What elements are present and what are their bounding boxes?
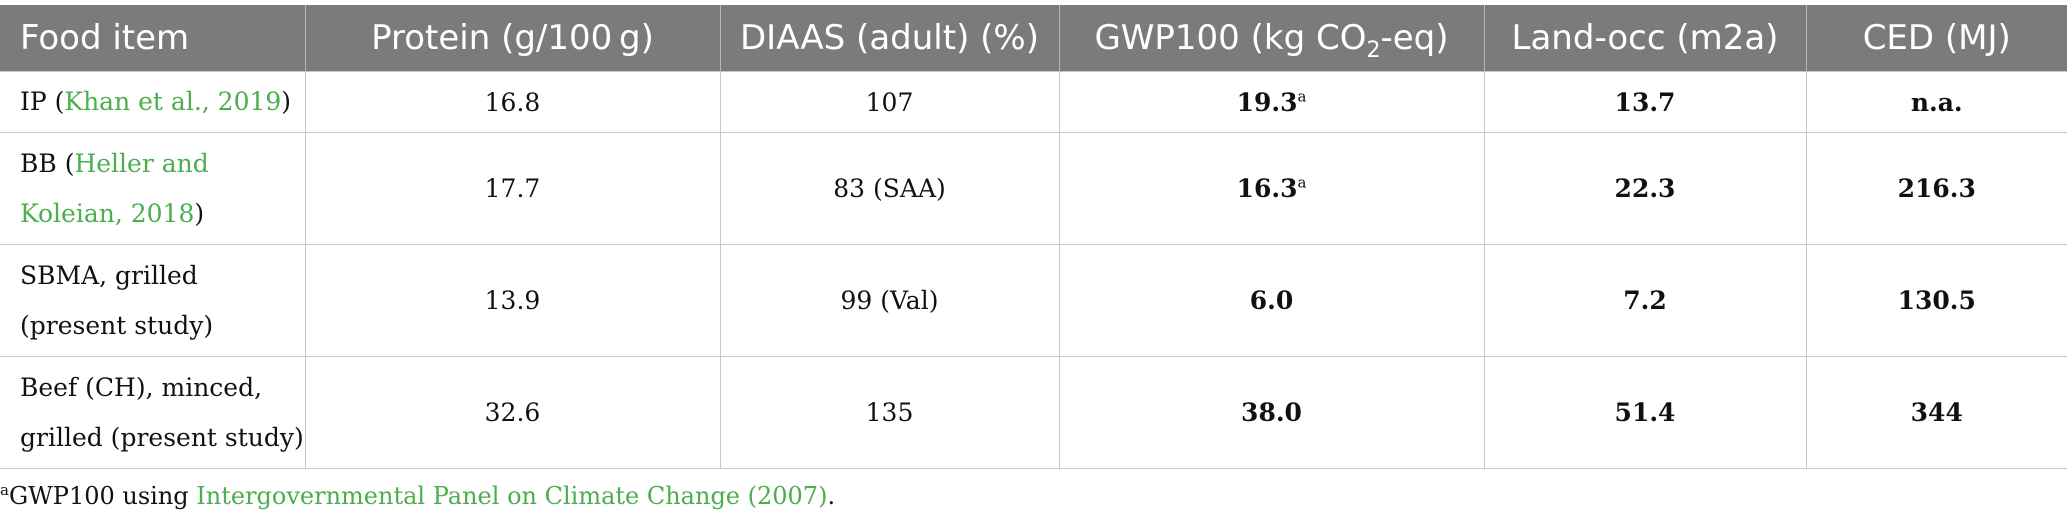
land-occ-cell: 51.4 [1483,356,1807,469]
food-item-cell: Beef (CH), minced, grilled (present study… [0,356,306,469]
food-item-text: Beef (CH), minced, [20,372,263,402]
food-item-cell: IP (Khan et al., 2019) [0,71,306,133]
table-footnote: aGWP100 using Intergovernmental Panel on… [0,482,835,510]
ced-cell: 130.5 [1805,244,2067,357]
food-item-cell: SBMA, grilled (present study) [0,244,306,357]
footnote-marker: a [1297,173,1307,192]
diaas-cell: 107 [719,71,1060,133]
food-item-text: IP ( [20,87,65,116]
food-item-text: ) [281,87,292,116]
table-row: BB (Heller and Koleian, 2018) 17.7 83 (S… [0,132,2067,245]
col-header-protein: Protein (g/100 g) [305,5,721,72]
footnote-marker: a [0,481,9,499]
footnote-marker: a [1297,87,1307,106]
land-occ-cell: 22.3 [1483,132,1807,245]
citation-link[interactable]: Heller and Koleian, 2018 [20,148,209,228]
col-header-ced: CED (MJ) [1806,5,2067,72]
gwp-value: 19.3 [1236,87,1298,117]
protein-cell: 17.7 [304,132,721,245]
gwp-header-prefix: GWP100 (kg CO [1094,18,1367,58]
gwp-cell: 16.3a [1058,132,1485,245]
diaas-cell: 135 [719,356,1060,469]
footnote-citation-link[interactable]: Intergovernmental Panel on Climate Chang… [196,482,828,510]
col-header-food-item: Food item [0,5,306,72]
footnote-text: GWP100 using [8,482,197,510]
protein-cell: 13.9 [304,244,721,357]
ced-cell: n.a. [1805,71,2067,133]
table-row: SBMA, grilled (present study) 13.9 99 (Va… [0,244,2067,357]
diaas-cell: 99 (Val) [719,244,1060,357]
footnote-end: . [827,482,836,510]
gwp-value: 16.3 [1236,174,1298,203]
ced-cell: 216.3 [1805,132,2067,245]
gwp-cell: 6.0 [1058,244,1485,357]
table-row: IP (Khan et al., 2019) 16.8 107 19.3a 13… [0,71,2067,133]
land-occ-cell: 13.7 [1483,71,1807,133]
food-item-text: BB ( [20,148,75,178]
gwp-cell: 38.0 [1058,356,1485,469]
citation-link[interactable]: Khan et al., 2019 [64,87,282,116]
protein-cell: 16.8 [304,71,721,133]
food-item-text: SBMA, grilled [20,260,198,290]
land-occ-cell: 7.2 [1483,244,1807,357]
diaas-cell: 83 (SAA) [719,132,1060,245]
food-item-text: ) [194,198,205,228]
col-header-land-occ: Land-occ (m2a) [1484,5,1807,72]
food-item-cell: BB (Heller and Koleian, 2018) [0,132,306,245]
header-row: Food item Protein (g/100 g) DIAAS (adult… [0,5,2067,72]
gwp-header-subscript: 2 [1366,37,1381,63]
gwp-header-suffix: -eq) [1380,18,1449,58]
food-item-text: grilled (present study) [20,422,304,452]
protein-cell: 32.6 [304,356,721,469]
gwp-cell: 19.3a [1058,71,1485,133]
ced-cell: 344 [1805,356,2067,469]
table-row: Beef (CH), minced, grilled (present study… [0,356,2067,469]
data-table: Food item Protein (g/100 g) DIAAS (adult… [0,5,2067,469]
col-header-diaas: DIAAS (adult) (%) [720,5,1060,72]
food-item-text: (present study) [20,310,214,340]
col-header-gwp100: GWP100 (kg CO2-eq) [1059,5,1485,72]
